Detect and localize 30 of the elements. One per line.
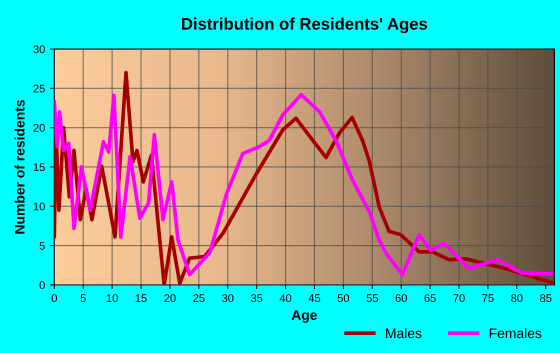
x-axis-title: Age xyxy=(292,310,318,323)
x-tick-label: 35 xyxy=(250,294,262,302)
x-tick-label: 55 xyxy=(366,294,378,302)
x-tick-label: 70 xyxy=(453,294,465,302)
x-tick-label: 15 xyxy=(136,294,147,302)
x-tick-label: 30 xyxy=(222,294,234,302)
x-tick-label: 20 xyxy=(164,294,176,302)
x-tick-label: 65 xyxy=(424,294,436,302)
x-tick-label: 75 xyxy=(482,294,494,302)
x-tick-label: 40 xyxy=(280,294,292,302)
y-tick-label: 10 xyxy=(34,202,45,210)
x-tick-label: 85 xyxy=(540,294,552,302)
y-axis-title: Number of residents xyxy=(14,100,25,234)
x-tick-label: 10 xyxy=(106,294,118,302)
x-tick-label: 80 xyxy=(511,294,523,302)
x-tick-label: 0 xyxy=(52,294,57,302)
y-tick-label: 5 xyxy=(40,242,45,250)
x-tick-label: 5 xyxy=(80,294,86,302)
x-tick-label: 50 xyxy=(338,294,350,302)
y-tick-label: 0 xyxy=(40,281,45,290)
y-tick-label: 30 xyxy=(33,45,45,54)
y-tick-label: 20 xyxy=(33,124,45,132)
y-tick-label: 25 xyxy=(33,84,45,93)
legend-label: Females xyxy=(490,328,542,338)
x-tick-label: 60 xyxy=(396,294,407,302)
legend-label: Males xyxy=(386,328,422,338)
chart-title: Distribution of Residents' Ages xyxy=(182,18,428,34)
y-tick-label: 15 xyxy=(34,163,45,172)
x-tick-label: 45 xyxy=(308,294,320,302)
x-tick-label: 25 xyxy=(193,294,205,302)
